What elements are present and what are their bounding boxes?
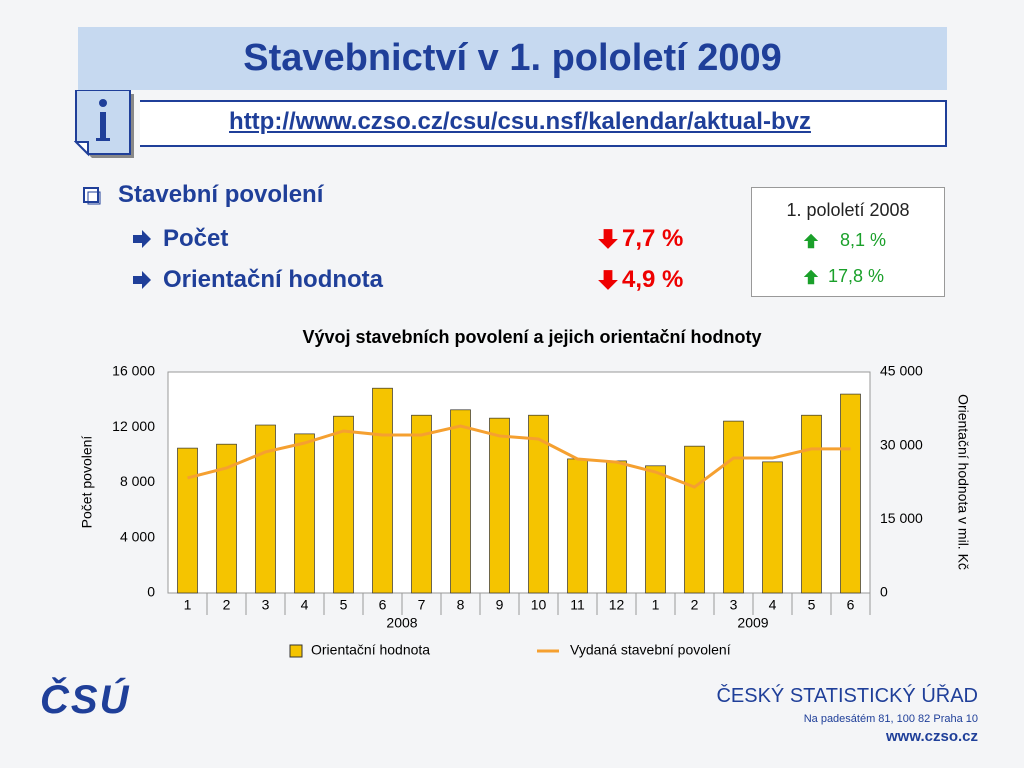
- item-change: 4,9 %: [622, 266, 684, 293]
- y2-tick-label: 0: [880, 584, 888, 600]
- bar: [684, 445, 705, 594]
- x-tick-label: 8: [457, 597, 465, 613]
- source-link[interactable]: http://www.czso.cz/csu/csu.nsf/kalendar/…: [229, 108, 811, 135]
- bar: [606, 460, 627, 594]
- x-tick-label: 5: [340, 597, 348, 613]
- y-tick-label: 8 000: [120, 473, 155, 489]
- arrow-right: [133, 230, 151, 248]
- section-heading: Stavební povolení: [118, 181, 324, 208]
- bar: [528, 414, 549, 594]
- bar: [216, 443, 237, 594]
- bar: [762, 461, 783, 594]
- x-tick-label: 2: [691, 597, 699, 613]
- website[interactable]: www.czso.cz: [886, 728, 978, 745]
- item-change: 7,7 %: [622, 225, 684, 252]
- y-axis-label: Počet povolení: [79, 436, 95, 529]
- item-label: Počet: [163, 225, 229, 252]
- bar: [333, 415, 354, 594]
- x-tick-label: 1: [652, 597, 660, 613]
- bar: [801, 414, 822, 594]
- bar: [840, 393, 861, 594]
- info-icon: [74, 90, 134, 158]
- x-tick-label: 6: [847, 597, 855, 613]
- y-tick-label: 16 000: [112, 363, 155, 379]
- y2-axis-label: Orientační hodnota v mil. Kč: [955, 394, 971, 570]
- comparison-title: 1. pololetí 2008: [786, 200, 910, 220]
- legend-swatch: [289, 644, 303, 658]
- chart-title: Vývoj stavebních povolení a jejich orien…: [302, 327, 761, 347]
- y-tick-label: 4 000: [120, 528, 155, 544]
- x-tick-label: 4: [769, 597, 777, 613]
- bar: [372, 387, 393, 594]
- arrow-up: [803, 233, 819, 249]
- x-tick-label: 12: [609, 597, 625, 613]
- x-tick-label: 11: [570, 597, 585, 613]
- x-tick-label: 9: [496, 597, 504, 613]
- y-tick-label: 0: [147, 584, 155, 600]
- y2-tick-label: 30 000: [880, 436, 923, 452]
- organization: ČESKÝ STATISTICKÝ ÚŘAD: [716, 685, 978, 707]
- y-tick-label: 12 000: [112, 418, 155, 434]
- bar: [723, 420, 744, 594]
- arrow-up: [803, 269, 819, 285]
- plot-area: [167, 371, 871, 594]
- legend-label: Vydaná stavební povolení: [570, 642, 731, 658]
- x-tick-label: 6: [379, 597, 387, 613]
- logo: ČSÚ: [40, 678, 131, 722]
- comparison-change: 17,8 %: [828, 266, 885, 286]
- legend-label: Orientační hodnota: [311, 642, 430, 658]
- bar: [255, 424, 276, 594]
- bar: [645, 465, 666, 594]
- bar: [177, 447, 198, 594]
- comparison-change: 8,1 %: [840, 230, 887, 250]
- x-tick-label: 2: [223, 597, 231, 613]
- arrow-right: [133, 271, 151, 289]
- x-tick-label: 3: [730, 597, 738, 613]
- x-tick-label: 4: [301, 597, 309, 613]
- bar: [567, 458, 588, 594]
- chart: Vývoj stavebních povolení a jejich orien…: [79, 327, 972, 658]
- line: [187, 424, 851, 489]
- bar: [294, 433, 315, 594]
- x-tick-label: 7: [418, 597, 426, 613]
- x-group-label: 2008: [386, 615, 417, 631]
- arrow-down: [598, 229, 618, 249]
- arrow-down: [598, 270, 618, 290]
- x-group-label: 2009: [737, 615, 768, 631]
- bar: [489, 417, 510, 594]
- url-bar: [140, 100, 947, 147]
- x-tick-label: 5: [808, 597, 816, 613]
- x-tick-label: 1: [184, 597, 192, 613]
- slide-title: Stavebnictví v 1. pololetí 2009: [78, 27, 947, 90]
- address: Na padesátém 81, 100 82 Praha 10: [803, 713, 978, 725]
- item-label: Orientační hodnota: [163, 266, 384, 293]
- bullet: [83, 187, 101, 205]
- y2-tick-label: 45 000: [880, 363, 923, 379]
- bar: [411, 414, 432, 594]
- bar: [450, 409, 471, 594]
- x-tick-label: 3: [262, 597, 270, 613]
- x-tick-label: 10: [531, 597, 547, 613]
- comparison-box: [751, 187, 945, 297]
- y2-tick-label: 15 000: [880, 510, 923, 526]
